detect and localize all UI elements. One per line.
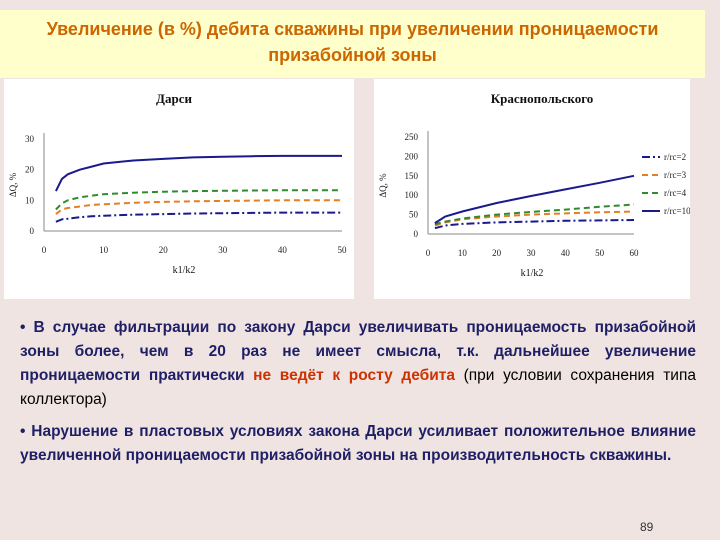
chart0-y-label: ΔQ, % (8, 172, 18, 197)
chart1-x-tick: 0 (426, 248, 431, 258)
chart-krasnopolsky: Краснопольского 0 10 20 30 40 50 60 0 50 100 150 200… (374, 79, 691, 299)
title-box (0, 10, 705, 78)
chart0-title: Дарси (156, 91, 192, 106)
chart1-legend-label-2: r/rc=4 (664, 188, 687, 198)
bullet-2: • Нарушение в пластовых условиях закона … (20, 423, 696, 464)
chart0-x-label: k1/k2 (173, 265, 196, 276)
chart-krasnopolsky-svg: Краснопольского 0 10 20 30 40 50 60 0 50 100 150 200… (378, 91, 691, 279)
chart1-y-tick: 250 (405, 132, 419, 142)
chart1-legend-label-3: r/rc=10 (664, 206, 690, 216)
chart0-series-1 (55, 199, 342, 215)
chart0-y-tick: 0 (30, 226, 35, 236)
chart1-y-tick: 50 (409, 210, 419, 220)
page-number: 89 (640, 520, 654, 534)
chart1-x-tick: 30 (527, 248, 537, 258)
chart1-y-tick: 200 (405, 151, 419, 161)
slide-title: Увеличение (в %) дебита скважины при уве… (46, 19, 659, 65)
chart0-series-3 (55, 154, 342, 192)
chart0-x-tick: 10 (99, 245, 109, 255)
chart1-series-2 (434, 203, 635, 226)
chart1-title: Краснопольского (491, 91, 594, 106)
chart1-legend-label-0: r/rc=2 (664, 152, 686, 162)
bullet-1-text: • В случае фильтрации по закону Дарси ув… (20, 319, 696, 384)
chart1-y-tick: 100 (405, 190, 419, 200)
chart1-legend-label-1: r/rc=3 (664, 170, 687, 180)
chart0-x-tick: 30 (218, 245, 228, 255)
chart1-x-tick: 10 (458, 248, 468, 258)
chart0-series-0 (55, 211, 342, 223)
chart-darcy: Дарси 0 10 20 30 40 50 0 10 20 30 k1/k2 ΔQ, % (4, 79, 354, 299)
chart1-x-tick: 60 (630, 248, 640, 258)
chart0-y-tick: 30 (25, 134, 35, 144)
chart1-y-label: ΔQ, % (378, 173, 388, 198)
chart-darcy-svg: Дарси 0 10 20 30 40 50 0 10 20 30 k1/k2 ΔQ, % (8, 91, 348, 276)
chart1-x-tick: 50 (595, 248, 605, 258)
bullet-1-highlight: не ведёт к росту дебита (253, 367, 455, 384)
bullet-1: • В случае фильтрации по закону Дарси ув… (20, 316, 696, 412)
chart1-x-label: k1/k2 (521, 268, 544, 279)
chart0-series-2 (55, 189, 342, 211)
chart1-x-tick: 20 (492, 248, 502, 258)
chart0-x-tick: 50 (338, 245, 348, 255)
chart1-x-tick: 40 (561, 248, 571, 258)
chart1-y-tick: 0 (414, 229, 419, 239)
chart0-x-tick: 20 (159, 245, 169, 255)
chart0-x-tick: 40 (278, 245, 288, 255)
chart1-series-3 (434, 174, 635, 224)
chart1-series-0 (434, 219, 635, 230)
bullet-1-note: (при условии сохранения типа коллектора) (20, 367, 696, 408)
chart0-x-tick: 0 (42, 245, 47, 255)
bullet-list: • В случае фильтрации по закону Дарси ув… (20, 316, 696, 476)
chart0-y-tick: 20 (25, 165, 35, 175)
chart0-y-tick: 10 (25, 195, 35, 205)
chart1-y-tick: 150 (405, 171, 419, 181)
